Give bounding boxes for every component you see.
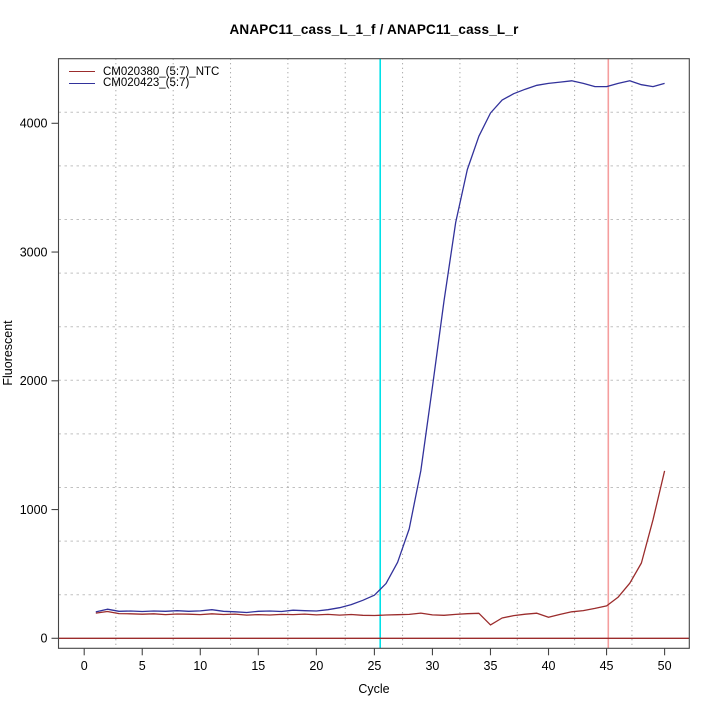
y-tick-label: 3000: [20, 245, 48, 259]
series-curve-0: [95, 470, 666, 626]
x-tick-label: 35: [484, 659, 498, 673]
legend-item: CM020423_(5:7): [69, 77, 219, 90]
x-tick-label: 0: [81, 659, 88, 673]
y-tick-label: 2000: [20, 374, 48, 388]
legend-line-swatch: [69, 82, 95, 84]
legend-item: CM020380_(5:7)_NTC: [69, 66, 219, 78]
x-tick-label: 40: [542, 659, 556, 673]
plot-box: [57, 58, 690, 649]
y-tick-label: 0: [41, 632, 48, 646]
x-tick-label: 10: [193, 659, 207, 673]
series-curve-1: [95, 80, 665, 614]
legend-label: CM020423_(5:7): [103, 77, 190, 90]
y-tick-label: 1000: [20, 503, 48, 517]
x-tick-label: 25: [367, 659, 381, 673]
x-tick-label: 20: [309, 659, 323, 673]
legend: CM020380_(5:7)_NTC CM020423_(5:7): [69, 66, 219, 89]
chart-title: ANAPC11_cass_L_1_f / ANAPC11_cass_L_r: [229, 22, 519, 37]
x-tick-label: 30: [425, 659, 439, 673]
x-axis-label: Cycle: [358, 682, 390, 696]
x-tick-label: 5: [139, 659, 146, 673]
x-tick-label: 50: [658, 659, 672, 673]
y-tick-label: 4000: [20, 117, 48, 131]
legend-line-swatch: [69, 71, 95, 73]
x-tick-label: 15: [251, 659, 265, 673]
legend-label: CM020380_(5:7)_NTC: [103, 65, 220, 78]
x-tick-label: 45: [600, 659, 614, 673]
